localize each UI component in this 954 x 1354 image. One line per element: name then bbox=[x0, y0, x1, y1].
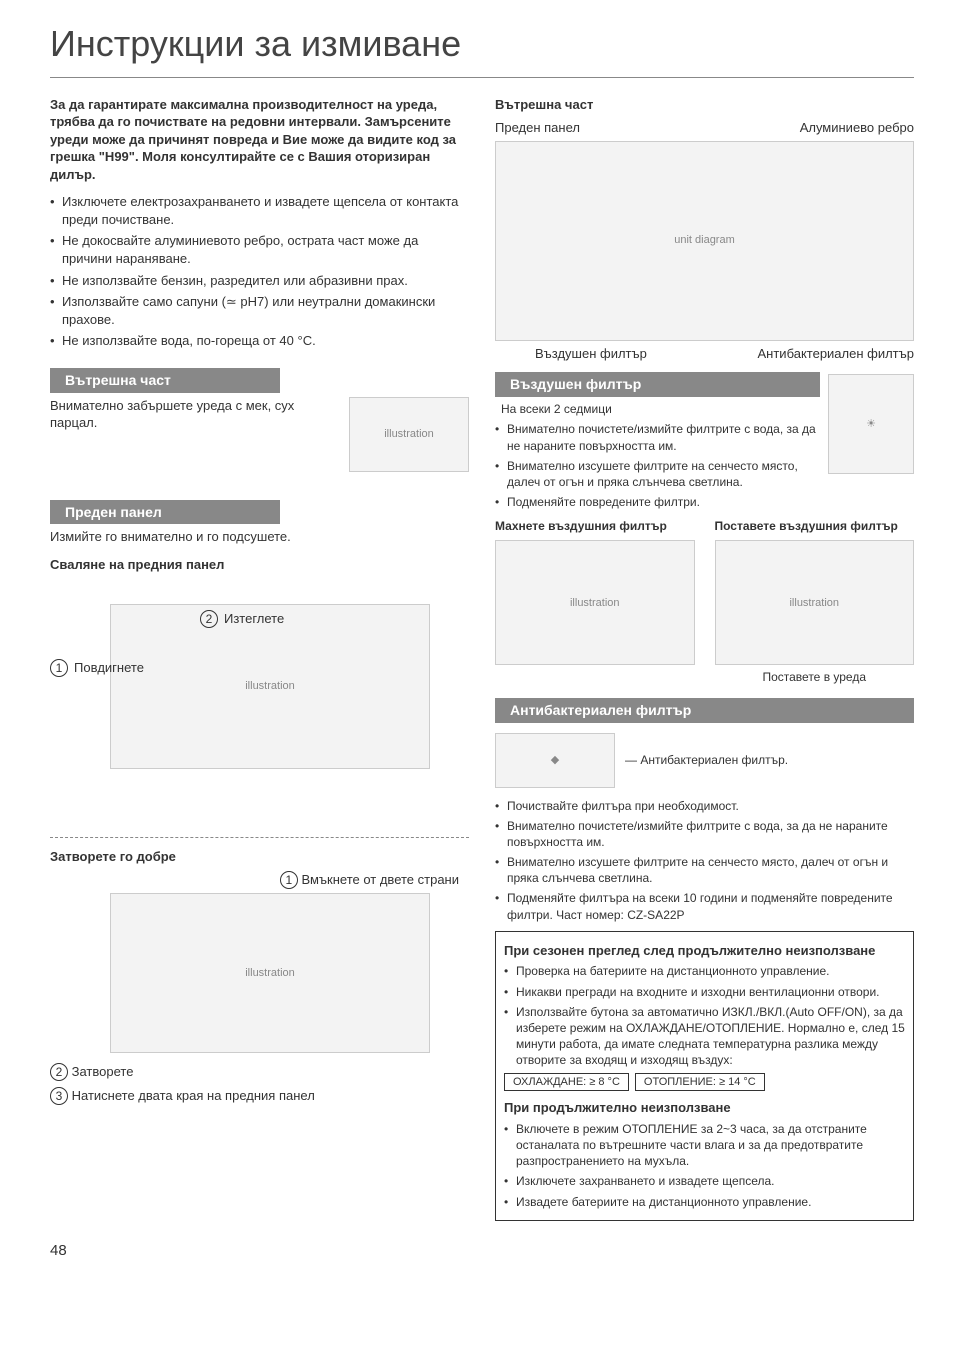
air-filter-period: На всеки 2 седмици bbox=[501, 401, 820, 417]
step-label: Вмъкнете от двете страни bbox=[301, 872, 459, 887]
dashed-divider bbox=[50, 837, 469, 838]
list-item: Изключете електрозахранването и извадете… bbox=[50, 193, 469, 228]
remove-panel-illustration: illustration bbox=[110, 604, 430, 769]
anti-filter-illustration: ◆ bbox=[495, 733, 615, 788]
front-panel-text: Измийте го внимателно и го подсушете. bbox=[50, 528, 469, 546]
air-filter-bullets: Внимателно почистете/измийте филтрите с … bbox=[495, 421, 820, 510]
step-number-icon: 1 bbox=[50, 659, 68, 677]
page-number: 48 bbox=[50, 1241, 914, 1261]
anti-filter-bullets: Почиствайте филтъра при необходимост. Вн… bbox=[495, 798, 914, 923]
list-item: Никакви прегради на входните и изходни в… bbox=[504, 984, 905, 1000]
step-label: Повдигнете bbox=[74, 659, 144, 677]
set-filter-head: Поставете въздушния филтър bbox=[715, 518, 915, 534]
step-number-icon: 2 bbox=[200, 610, 218, 628]
step-number-icon: 1 bbox=[280, 871, 298, 889]
seasonal-info-box: При сезонен преглед след продължително н… bbox=[495, 931, 914, 1221]
remove-filter-head: Махнете въздушния филтър bbox=[495, 518, 695, 534]
title-divider bbox=[50, 77, 914, 78]
nonuse-head: При продължително неизползване bbox=[504, 1099, 905, 1117]
close-panel-illustration: illustration bbox=[110, 893, 430, 1053]
list-item: Използвайте само сапуни (≃ pH7) или неут… bbox=[50, 293, 469, 328]
remove-filter-illustration: illustration bbox=[495, 540, 695, 665]
close-panel-head: Затворете го добре bbox=[50, 848, 469, 866]
list-item: Подменяйте повредените филтри. bbox=[495, 494, 820, 510]
step-label: Затворете bbox=[72, 1064, 134, 1079]
step-number-icon: 3 bbox=[50, 1087, 68, 1105]
list-item: Изключете захранването и извадете щепсел… bbox=[504, 1173, 905, 1189]
front-panel-bar: Преден панел bbox=[50, 500, 280, 525]
set-filter-illustration: illustration bbox=[715, 540, 915, 665]
remove-panel-head: Сваляне на предния панел bbox=[50, 556, 469, 574]
air-filter-bar: Въздушен филтър bbox=[495, 372, 820, 397]
heating-value: ОТОПЛЕНИЕ: ≥ 14 °C bbox=[635, 1073, 765, 1092]
list-item: Не използвайте вода, по-гореща от 40 °C. bbox=[50, 332, 469, 350]
indoor-wipe-illustration: illustration bbox=[349, 397, 469, 472]
indoor-text: Внимателно забършете уреда с мек, сух па… bbox=[50, 397, 339, 432]
diagram-label-fin: Алуминиево ребро bbox=[800, 119, 914, 137]
filter-clean-icon: ☀ bbox=[828, 374, 914, 474]
list-item: Не използвайте бензин, разредител или аб… bbox=[50, 272, 469, 290]
list-item: Почиствайте филтъра при необходимост. bbox=[495, 798, 914, 814]
list-item: Използвайте бутона за автоматично ИЗКЛ./… bbox=[504, 1004, 905, 1069]
set-filter-caption: Поставете в уреда bbox=[715, 669, 915, 685]
list-item: Не докосвайте алуминиевото ребро, острат… bbox=[50, 232, 469, 267]
list-item: Внимателно почистете/измийте филтрите с … bbox=[495, 818, 914, 850]
page-title: Инструкции за измиване bbox=[50, 20, 914, 69]
intro-text: За да гарантирате максимална производите… bbox=[50, 96, 469, 184]
anti-filter-bar: Антибактериален филтър bbox=[495, 698, 914, 723]
diagram-label-air: Въздушен филтър bbox=[535, 345, 647, 363]
list-item: Внимателно почистете/измийте филтрите с … bbox=[495, 421, 820, 453]
intro-bullets: Изключете електрозахранването и извадете… bbox=[50, 193, 469, 349]
list-item: Подменяйте филтъра на всеки 10 години и … bbox=[495, 890, 914, 922]
list-item: Проверка на батериите на дистанционното … bbox=[504, 963, 905, 979]
list-item: Внимателно изсушете филтрите на сенчесто… bbox=[495, 458, 820, 490]
cooling-value: ОХЛАЖДАНЕ: ≥ 8 °C bbox=[504, 1073, 629, 1092]
step-label: Изтеглете bbox=[224, 610, 284, 628]
step-number-icon: 2 bbox=[50, 1063, 68, 1081]
list-item: Внимателно изсушете филтрите на сенчесто… bbox=[495, 854, 914, 886]
indoor-section-bar: Вътрешна част bbox=[50, 368, 280, 393]
list-item: Включете в режим ОТОПЛЕНИЕ за 2~3 часа, … bbox=[504, 1121, 905, 1170]
list-item: Извадете батериите на дистанционното упр… bbox=[504, 1194, 905, 1210]
seasonal-head: При сезонен преглед след продължително н… bbox=[504, 942, 905, 960]
unit-diagram-illustration: unit diagram bbox=[495, 141, 914, 341]
step-label: Натиснете двата края на предния панел bbox=[72, 1088, 315, 1103]
anti-filter-label: Антибактериален филтър. bbox=[640, 753, 788, 767]
seasonal-bullets: Проверка на батериите на дистанционното … bbox=[504, 963, 905, 1068]
diagram-title: Вътрешна част bbox=[495, 96, 914, 114]
diagram-label-front: Преден панел bbox=[495, 119, 580, 137]
nonuse-bullets: Включете в режим ОТОПЛЕНИЕ за 2~3 часа, … bbox=[504, 1121, 905, 1210]
diagram-label-anti: Антибактериален филтър bbox=[758, 345, 915, 363]
